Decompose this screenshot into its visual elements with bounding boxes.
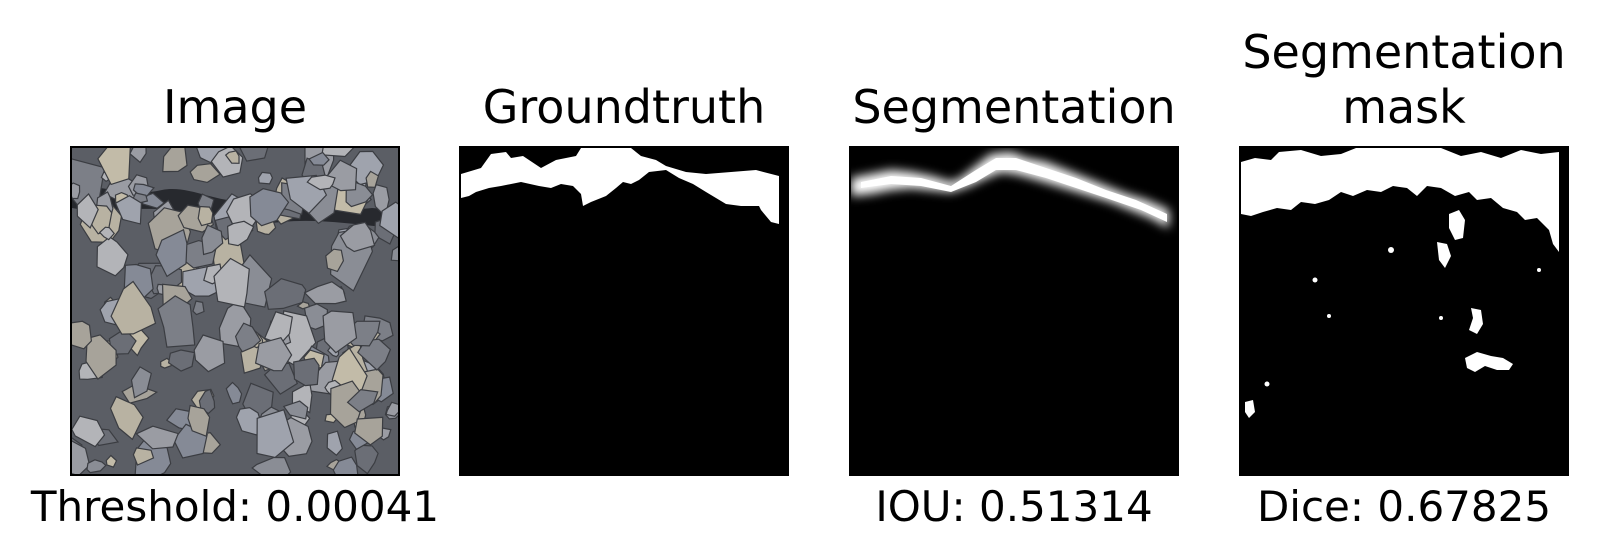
binary-mask bbox=[1239, 146, 1569, 476]
segmentation-heatmap bbox=[849, 146, 1179, 476]
panel-title-segmentation: Segmentation bbox=[852, 80, 1176, 134]
groundtruth-mask-shape bbox=[461, 148, 787, 474]
asphalt-image bbox=[70, 146, 400, 476]
dice-caption: Dice: 0.67825 bbox=[1256, 482, 1552, 531]
panel-image: Image Threshold: 0.00041 bbox=[31, 0, 439, 558]
panel-groundtruth: Groundtruth bbox=[459, 0, 789, 558]
panel-segmentation-mask: Segmentation mask Dice: 0.67825 bbox=[1239, 0, 1569, 558]
groundtruth-mask bbox=[459, 146, 789, 476]
segmentation-soft-mask bbox=[851, 148, 1177, 474]
panel-title-image: Image bbox=[162, 80, 308, 134]
threshold-caption: Threshold: 0.00041 bbox=[30, 482, 440, 531]
panel-segmentation: Segmentation IOU: 0.51314 bbox=[849, 0, 1179, 558]
panel-title-segmentation-mask-line1: Segmentation bbox=[1242, 25, 1566, 79]
iou-caption: IOU: 0.51314 bbox=[875, 482, 1153, 531]
panel-title-segmentation-mask-line2: mask bbox=[1342, 80, 1466, 134]
panel-title-groundtruth: Groundtruth bbox=[482, 80, 766, 134]
asphalt-texture bbox=[72, 148, 398, 474]
binary-mask-shape bbox=[1241, 148, 1567, 474]
